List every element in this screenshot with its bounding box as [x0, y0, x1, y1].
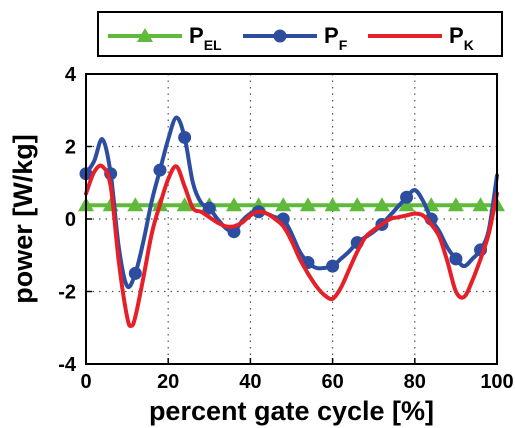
x-tick-label: 20 — [157, 371, 179, 393]
y-tick-label: 4 — [65, 64, 77, 86]
data-point-p-f — [128, 266, 142, 280]
data-point-p-f — [449, 252, 463, 266]
x-axis-title: percent gate cycle [%] — [149, 396, 434, 426]
series-p-f — [79, 115, 499, 290]
x-tick-label: 80 — [404, 371, 426, 393]
data-point-p-f — [326, 259, 340, 273]
legend-marker-p-f — [273, 29, 287, 43]
data-point-p-el — [349, 197, 366, 212]
data-point-p-el — [225, 197, 242, 212]
data-point-p-el — [447, 197, 464, 212]
series-line-p-k — [84, 163, 499, 328]
data-point-p-el — [373, 197, 390, 212]
x-tick-label: 40 — [239, 371, 261, 393]
y-tick-label: 2 — [65, 137, 76, 159]
x-tick-label: 100 — [480, 371, 513, 393]
data-point-p-f — [400, 190, 414, 204]
series-p-el — [78, 197, 505, 212]
y-tick-label: 0 — [65, 209, 76, 231]
y-axis-title: power [W/kg] — [8, 134, 38, 304]
data-point-p-el — [472, 197, 489, 212]
legend-subscript-p-el: EL — [204, 37, 222, 53]
legend-subscript-p-f: F — [339, 37, 348, 53]
data-point-p-el — [275, 197, 292, 212]
legend-subscript-p-k: K — [464, 37, 474, 53]
chart-grid — [86, 74, 497, 364]
y-tick-label: -2 — [58, 282, 76, 304]
data-point-p-el — [127, 197, 144, 212]
data-point-p-f — [153, 163, 167, 177]
data-point-p-el — [299, 197, 316, 212]
x-tick-label: 60 — [321, 371, 343, 393]
x-tick-label: 0 — [80, 371, 91, 393]
data-point-p-el — [176, 197, 193, 212]
data-point-p-el — [324, 197, 341, 212]
data-point-p-el — [398, 197, 415, 212]
data-point-p-f — [178, 130, 192, 144]
y-tick-label: -4 — [58, 354, 77, 376]
chart-legend: PEL PF PK — [97, 11, 503, 57]
series-p-k — [84, 163, 499, 328]
series-layer — [78, 115, 505, 328]
axis-ticks: 0 20 40 60 80 100 -4 -2 0 2 4 — [58, 64, 513, 393]
data-point-p-f — [202, 201, 216, 215]
legend-marker-p-el — [137, 28, 153, 42]
